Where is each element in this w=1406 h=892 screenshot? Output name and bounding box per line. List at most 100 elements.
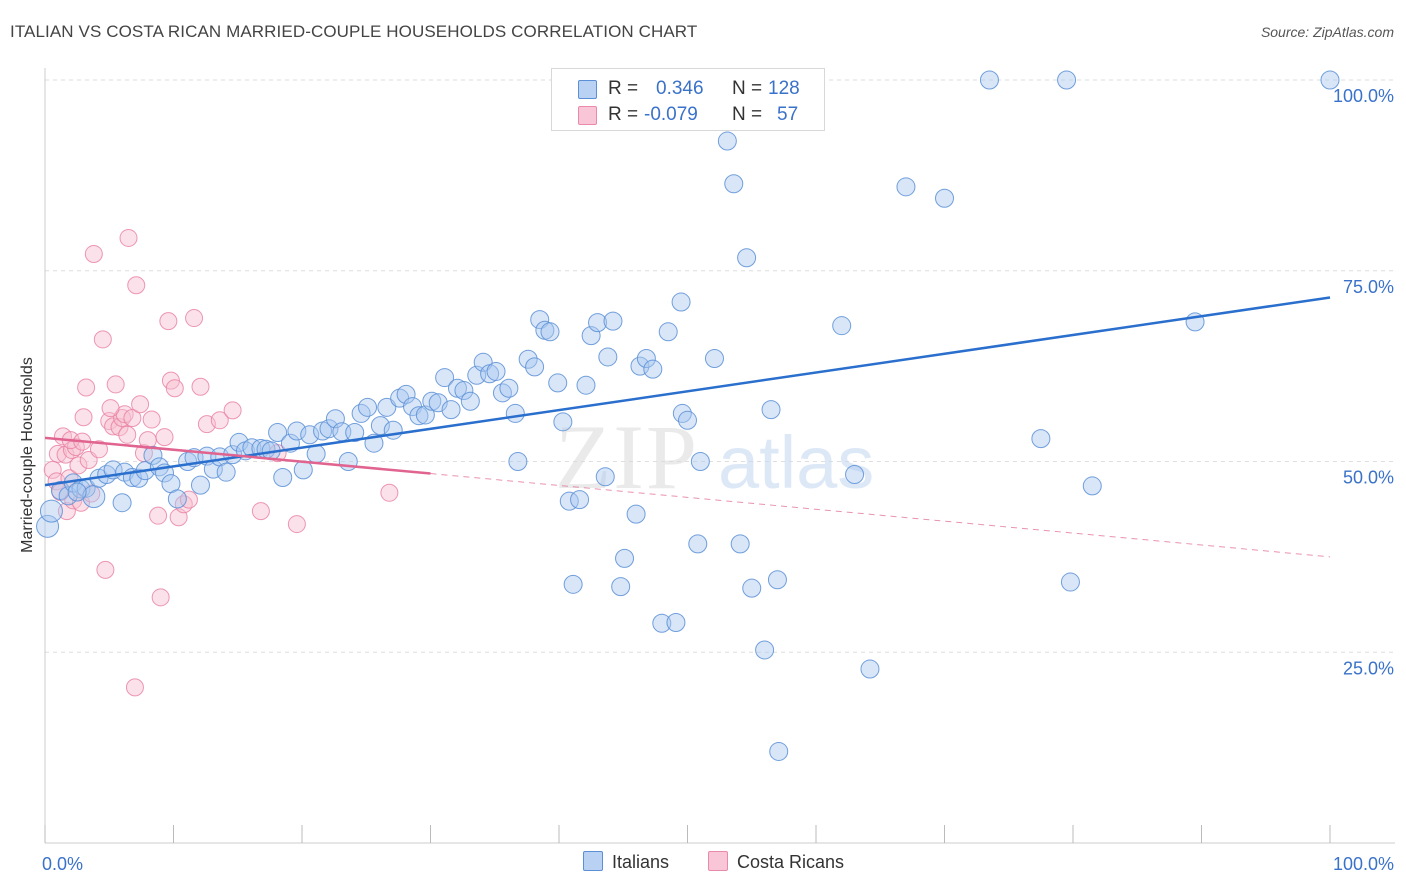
italians-point <box>143 445 163 465</box>
axes <box>44 68 1395 844</box>
italians-point <box>636 348 656 368</box>
italians-point <box>540 322 560 342</box>
legend-item-italians[interactable]: Italians <box>583 851 669 875</box>
axis-labels: 25.0% 50.0% 75.0% 100.0% 0.0% 100.0% <box>42 86 1394 874</box>
italians-point <box>690 452 710 471</box>
stats-legend: R = 0.346 N = 128 R = -0.079 N = 57 <box>551 68 825 131</box>
italians-point <box>273 468 293 488</box>
y-tick-label: 100.0% <box>1333 86 1394 106</box>
italians-trend-line <box>44 296 1331 487</box>
costa-ricans-point <box>127 276 146 295</box>
costa-ricans-point <box>159 312 178 331</box>
italians-point <box>396 384 416 404</box>
n-label: N = <box>732 104 763 125</box>
n-label: N = <box>732 78 763 99</box>
italians-point <box>761 400 781 420</box>
italians-point <box>287 421 307 441</box>
costa-ricans-swatch <box>578 106 597 125</box>
italians-point <box>615 548 635 568</box>
italians-point <box>643 359 663 379</box>
y-tick-label: 25.0% <box>1343 658 1394 678</box>
italians-point <box>422 391 442 411</box>
italians-point <box>67 482 87 502</box>
costa-ricans-point <box>74 408 93 427</box>
italians-point <box>688 534 708 554</box>
italians-point <box>358 397 378 417</box>
costa-ricans-point <box>96 560 115 579</box>
italians-point <box>737 248 757 268</box>
italians-point <box>345 423 365 443</box>
costa-ricans-point <box>56 445 75 464</box>
costa-ricans-point <box>101 399 120 418</box>
italians-point <box>595 467 615 487</box>
costa-ricans-point <box>93 330 112 349</box>
costa-ricans-point <box>77 378 96 397</box>
costa-ricans-point <box>131 395 150 414</box>
italians-point <box>769 741 789 761</box>
chart-title: ITALIAN VS COSTA RICAN MARRIED-COUPLE HO… <box>10 22 698 41</box>
italians-point <box>190 475 210 495</box>
italians-point <box>598 347 618 367</box>
costa-ricans-point <box>210 411 229 430</box>
costa-ricans-point <box>43 460 62 479</box>
italians-point <box>1082 476 1102 496</box>
italians-swatch <box>578 80 597 99</box>
italians-point <box>603 311 623 331</box>
y-axis-label: Married-couple Households <box>19 357 36 553</box>
italians-point <box>704 348 724 368</box>
costa-ricans-points <box>43 228 399 697</box>
legend-item-costa-ricans[interactable]: Costa Ricans <box>708 851 844 875</box>
italians-point <box>486 361 506 381</box>
italians-legend-label: Italians <box>612 852 670 872</box>
italians-point <box>39 499 63 523</box>
costa-ricans-point <box>106 375 125 394</box>
italians-point <box>658 322 678 342</box>
costa-ricans-point <box>125 678 144 697</box>
r-label: R = <box>608 78 639 99</box>
italians-point <box>767 570 787 590</box>
italians-point <box>505 403 525 423</box>
italians-point <box>678 410 697 430</box>
italians-point <box>1057 70 1077 90</box>
watermark-atlas: atlas <box>718 421 874 504</box>
costa-ricans-point <box>119 228 138 247</box>
italians-point <box>755 640 775 660</box>
italians-point <box>518 349 538 369</box>
italians-point <box>36 514 60 538</box>
costa-ricans-point <box>165 379 184 398</box>
italians-point <box>742 578 762 598</box>
costa-ricans-point <box>84 244 103 263</box>
italians-point <box>525 357 545 377</box>
italians-point <box>896 177 916 197</box>
italians-point <box>563 574 583 594</box>
italians-point <box>441 400 461 420</box>
costa-ricans-point <box>185 309 204 328</box>
y-tick-label: 75.0% <box>1343 277 1394 297</box>
italians-point <box>454 381 474 401</box>
costa-ricans-point <box>380 483 399 502</box>
italians-point <box>548 373 568 393</box>
r-label: R = <box>608 104 639 125</box>
y-tick-label: 50.0% <box>1343 468 1394 488</box>
italians-point <box>671 292 691 312</box>
trend-lines <box>44 296 1331 558</box>
costa-ricans-n-value: 57 <box>777 104 799 125</box>
italians-point <box>935 188 954 208</box>
italians-point <box>499 378 519 398</box>
costa-ricans-point <box>48 444 67 463</box>
italians-point <box>553 412 573 432</box>
italians-point <box>338 452 358 471</box>
italians-point <box>435 368 455 388</box>
italians-n-value: 128 <box>768 78 800 99</box>
costa-ricans-point <box>57 502 76 521</box>
italians-point <box>530 310 550 330</box>
costa-ricans-point <box>123 409 142 428</box>
italians-point <box>717 131 737 151</box>
italians-point <box>300 425 320 445</box>
costa-ricans-point <box>287 515 306 534</box>
italians-point <box>979 70 999 90</box>
costa-ricans-point <box>69 456 88 475</box>
italians-point <box>319 419 339 439</box>
italians-point <box>409 406 429 426</box>
italians-point <box>626 504 646 524</box>
